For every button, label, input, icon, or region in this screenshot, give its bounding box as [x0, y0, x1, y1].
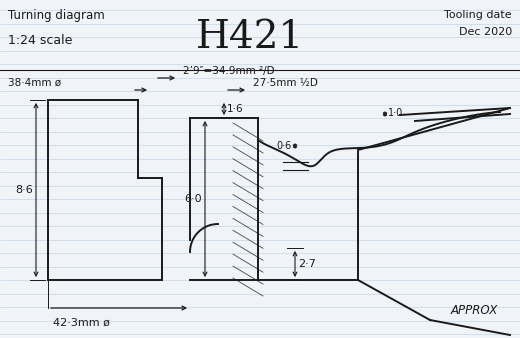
Text: 0·6: 0·6 [277, 141, 292, 151]
Text: Dec 2020: Dec 2020 [459, 27, 512, 37]
Text: Tooling date: Tooling date [445, 10, 512, 20]
Text: 42·3mm ø: 42·3mm ø [53, 318, 110, 328]
Text: 38·4mm ø: 38·4mm ø [8, 78, 61, 88]
Text: 6·0: 6·0 [185, 194, 202, 204]
Text: 8·6: 8·6 [15, 185, 33, 195]
Text: 1·0: 1·0 [388, 108, 403, 118]
Text: 1:24 scale: 1:24 scale [8, 33, 72, 47]
Text: H421: H421 [196, 20, 304, 56]
Text: APPROX: APPROX [451, 304, 498, 316]
Text: 2·7: 2·7 [298, 259, 316, 269]
Text: 2’9″=34.9mm ²/D: 2’9″=34.9mm ²/D [183, 66, 275, 76]
Text: 27·5mm ½D: 27·5mm ½D [253, 78, 318, 88]
Text: 1·6: 1·6 [227, 104, 244, 114]
Text: Turning diagram: Turning diagram [8, 8, 105, 22]
